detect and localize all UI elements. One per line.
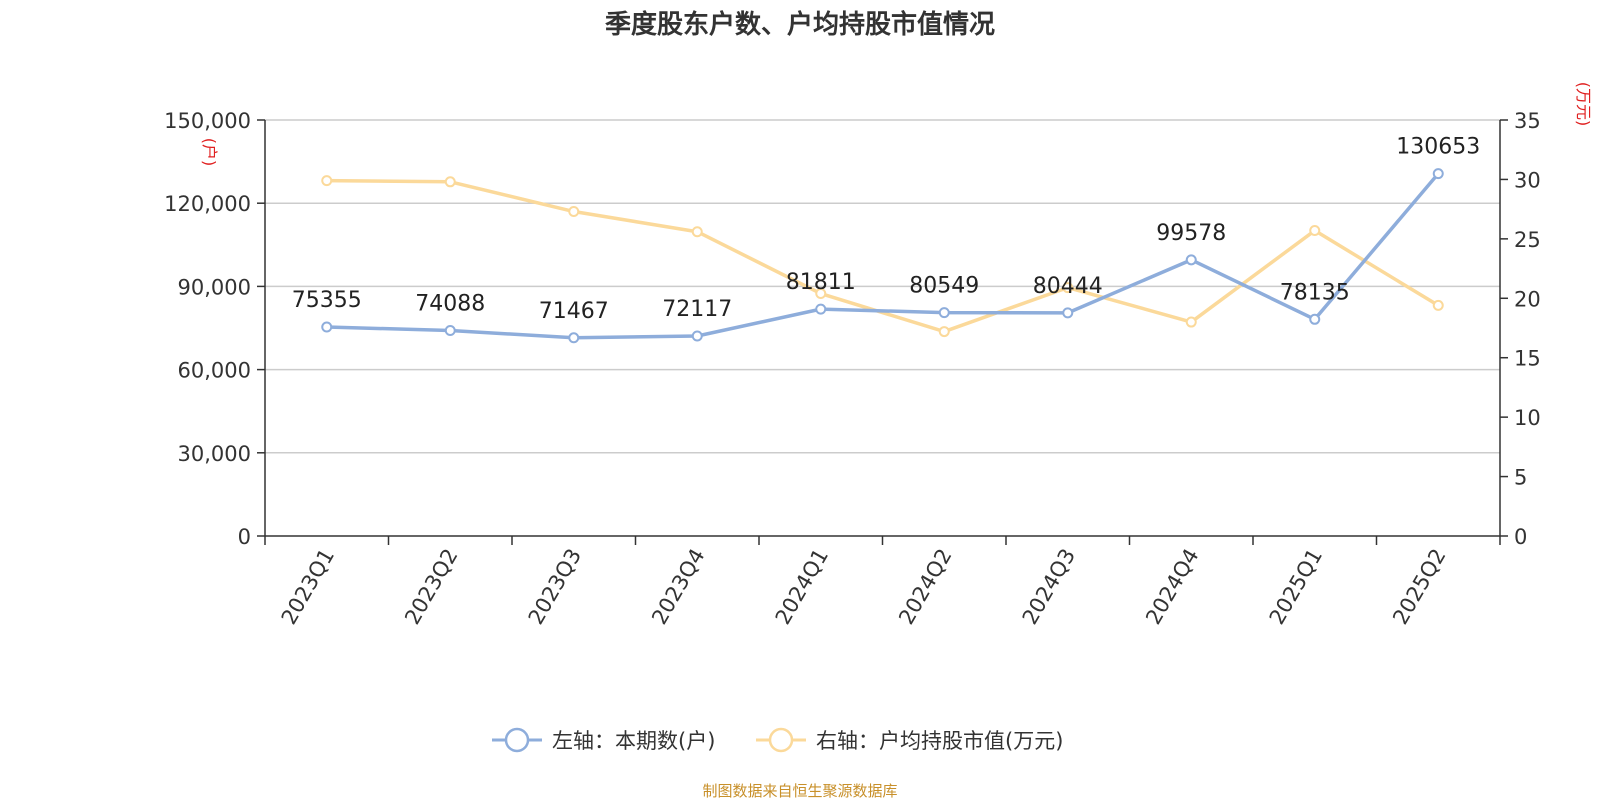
x-tick-label: 2025Q2 (1388, 545, 1450, 629)
point-left (938, 307, 950, 319)
data-label: 71467 (539, 299, 609, 324)
left-axis-unit: (户) (200, 138, 219, 167)
x-tick-label: 2024Q1 (771, 545, 833, 629)
x-tick-label: 2023Q2 (400, 545, 462, 629)
right-axis-unit: (万元) (1574, 82, 1593, 127)
point-right (1432, 299, 1444, 311)
data-label: 130653 (1396, 135, 1480, 160)
right-tick-label: 30 (1514, 168, 1541, 192)
point-left (568, 332, 580, 344)
series-line-left (326, 172, 1440, 340)
legend-marker-right (768, 727, 794, 753)
data-label: 74088 (415, 292, 485, 317)
point-right (691, 226, 703, 238)
right-tick-label: 20 (1514, 287, 1541, 311)
point-right (444, 176, 456, 188)
data-label: 72117 (662, 297, 732, 322)
left-tick-label: 120,000 (164, 192, 251, 216)
point-right (1309, 225, 1321, 237)
data-label: 80549 (909, 274, 979, 299)
x-tick-label: 2024Q3 (1018, 545, 1080, 629)
left-tick-label: 30,000 (178, 442, 251, 466)
legend-label-left: 左轴：本期数(户) (552, 729, 715, 753)
point-left (321, 321, 333, 333)
legend-label-right: 右轴：户均持股市值(万元) (816, 729, 1063, 753)
data-label: 99578 (1156, 221, 1226, 246)
right-tick-label: 25 (1514, 228, 1541, 252)
x-tick-label: 2024Q4 (1141, 545, 1203, 629)
left-tick-label: 60,000 (178, 359, 251, 383)
point-left (815, 303, 827, 315)
legend-marker-left (504, 727, 530, 753)
point-left (444, 325, 456, 337)
left-tick-label: 0 (238, 525, 251, 549)
x-tick-label: 2023Q4 (647, 545, 709, 629)
point-left (1309, 313, 1321, 325)
data-label: 81811 (786, 270, 856, 295)
x-tick-label: 2023Q3 (524, 545, 586, 629)
point-right (321, 175, 333, 187)
chart-canvas: 0 30,000 60,000 90,000 120,000 150,000 0 5 10 15 2… (164, 82, 1593, 753)
chart-title: 季度股东户数、户均持股市值情况 (604, 10, 995, 40)
data-label: 78135 (1280, 280, 1350, 305)
data-label: 80444 (1033, 274, 1103, 299)
x-tick-label: 2025Q1 (1265, 545, 1327, 629)
right-tick-label: 15 (1514, 347, 1541, 371)
point-left (1432, 168, 1444, 180)
point-left (691, 330, 703, 342)
point-right (815, 288, 827, 300)
point-right (938, 326, 950, 338)
right-tick-label: 5 (1514, 466, 1527, 490)
point-right (568, 206, 580, 218)
right-tick-label: 35 (1514, 109, 1541, 133)
point-right (1185, 316, 1197, 328)
data-label: 75355 (292, 288, 362, 313)
right-tick-label: 0 (1514, 525, 1527, 549)
right-tick-label: 10 (1514, 406, 1541, 430)
point-right (1062, 282, 1074, 294)
left-tick-label: 90,000 (178, 275, 251, 299)
point-left (1062, 307, 1074, 319)
source-note: 制图数据来自恒生聚源数据库 (702, 782, 898, 800)
x-tick-label: 2023Q1 (277, 545, 339, 629)
x-tick-label: 2024Q2 (894, 545, 956, 629)
left-tick-label: 150,000 (164, 109, 251, 133)
point-left (1185, 254, 1197, 266)
